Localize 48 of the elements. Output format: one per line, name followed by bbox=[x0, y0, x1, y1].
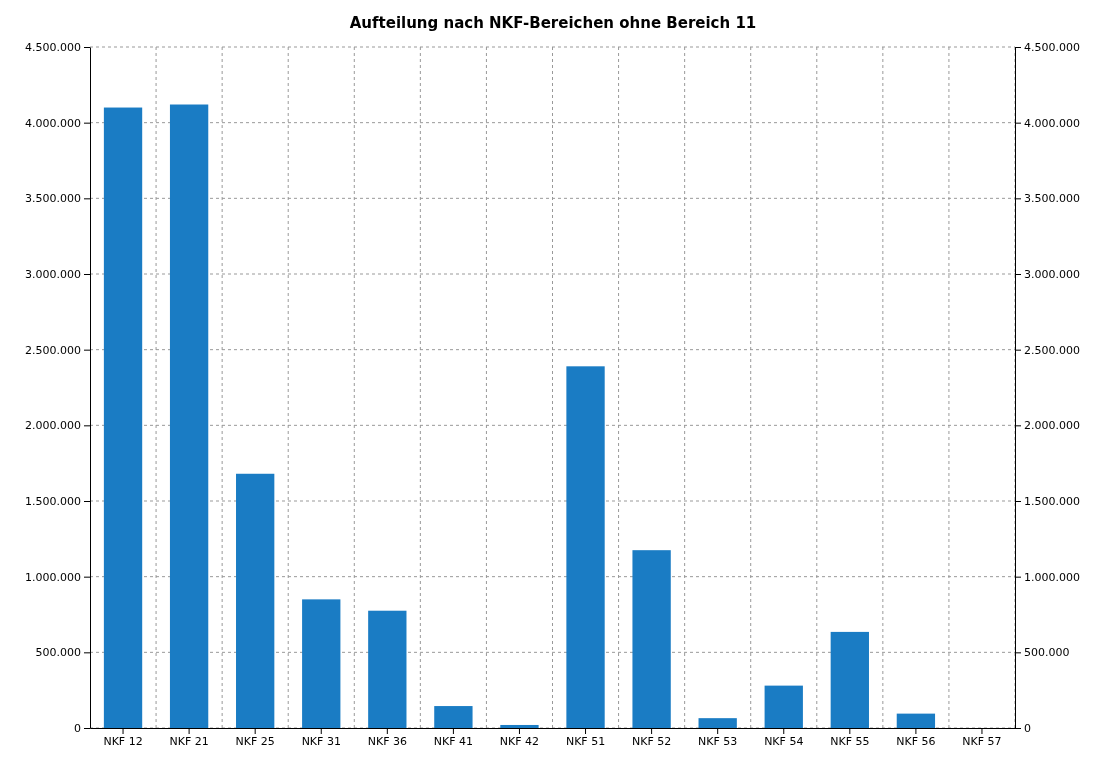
y2-tick-label: 500.000 bbox=[1024, 646, 1070, 660]
y-tick-label: 1.000.000 bbox=[25, 570, 81, 584]
bar bbox=[632, 550, 671, 728]
x-tick-label: NKF 51 bbox=[565, 734, 606, 748]
x-tick-label: NKF 52 bbox=[631, 734, 672, 748]
x-tick-label: NKF 21 bbox=[169, 734, 209, 748]
bar bbox=[566, 366, 605, 728]
y-tick-label: 0 bbox=[74, 722, 81, 736]
bar bbox=[169, 104, 209, 728]
y2-tick-label: 2.000.000 bbox=[1024, 419, 1080, 433]
bar bbox=[830, 631, 869, 728]
bar bbox=[764, 685, 803, 728]
x-tick-label: NKF 57 bbox=[962, 734, 1002, 748]
x-tick-label: NKF 56 bbox=[896, 734, 936, 748]
x-tick-label: NKF 53 bbox=[698, 734, 738, 748]
x-tick-label: NKF 12 bbox=[103, 734, 143, 748]
y2-tick-label: 0 bbox=[1024, 722, 1031, 736]
bar bbox=[302, 599, 341, 728]
y-tick-label: 2.000.000 bbox=[25, 419, 81, 433]
y-tick-label: 1.500.000 bbox=[25, 495, 81, 509]
y-tick-label: 4.500.000 bbox=[25, 41, 81, 55]
y2-tick-label: 1.500.000 bbox=[1024, 495, 1080, 509]
y-tick-label: 4.000.000 bbox=[25, 116, 81, 130]
x-tick-label: NKF 54 bbox=[764, 734, 804, 748]
bar bbox=[236, 473, 275, 728]
x-tick-label: NKF 25 bbox=[235, 734, 275, 748]
x-tick-label: NKF 31 bbox=[301, 734, 341, 748]
y2-tick-label: 4.000.000 bbox=[1024, 116, 1080, 130]
y2-tick-label: 4.500.000 bbox=[1024, 41, 1080, 55]
y-tick-label: 500.000 bbox=[35, 646, 81, 660]
y-tick-label: 3.000.000 bbox=[25, 268, 81, 282]
bar bbox=[500, 724, 539, 728]
chart-title: Aufteilung nach NKF-Bereichen ohne Bereich 11 bbox=[349, 14, 757, 32]
bar bbox=[434, 706, 473, 728]
y2-tick-label: 3.500.000 bbox=[1024, 192, 1080, 206]
y-tick-label: 3.500.000 bbox=[25, 192, 81, 206]
x-tick-label: NKF 41 bbox=[433, 734, 474, 748]
x-tick-label: NKF 55 bbox=[830, 734, 870, 748]
y2-tick-label: 2.500.000 bbox=[1024, 343, 1080, 357]
x-tick-label: NKF 42 bbox=[499, 734, 540, 748]
y-tick-label: 2.500.000 bbox=[25, 343, 81, 357]
bar bbox=[103, 107, 143, 728]
x-tick-label: NKF 36 bbox=[367, 734, 407, 748]
bar bbox=[698, 718, 737, 728]
y2-tick-label: 1.000.000 bbox=[1024, 570, 1080, 584]
bar bbox=[896, 713, 936, 728]
bar bbox=[368, 610, 407, 728]
y2-tick-label: 3.000.000 bbox=[1024, 268, 1080, 282]
